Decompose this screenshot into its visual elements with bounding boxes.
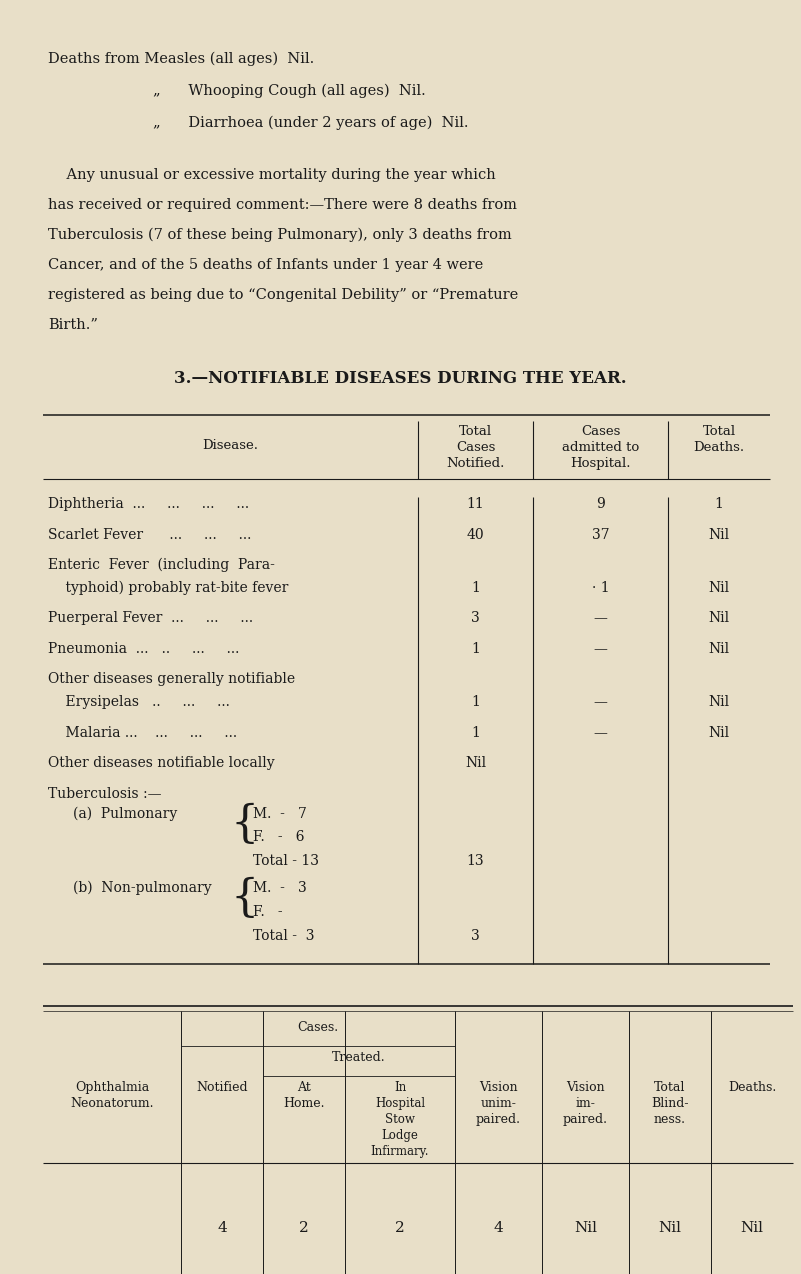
Text: Any unusual or excessive mortality during the year which: Any unusual or excessive mortality durin… <box>48 168 496 182</box>
Text: —: — <box>594 612 607 626</box>
Text: Birth.”: Birth.” <box>48 318 98 333</box>
Text: Total - 13: Total - 13 <box>253 854 319 868</box>
Text: F.   -: F. - <box>253 905 283 919</box>
Text: 9: 9 <box>596 497 605 511</box>
Text: —: — <box>594 642 607 656</box>
Text: 11: 11 <box>467 497 485 511</box>
Text: Deaths.: Deaths. <box>728 1080 776 1093</box>
Text: {: { <box>231 877 260 920</box>
Text: 4: 4 <box>217 1220 227 1235</box>
Text: 3: 3 <box>471 612 480 626</box>
Text: M.  -   3: M. - 3 <box>253 882 307 896</box>
Text: Other diseases notifiable locally: Other diseases notifiable locally <box>48 757 275 771</box>
Text: Other diseases generally notifiable: Other diseases generally notifiable <box>48 673 295 687</box>
Text: —: — <box>594 726 607 740</box>
Text: has received or required comment:—There were 8 deaths from: has received or required comment:—There … <box>48 197 517 211</box>
Text: 1: 1 <box>471 726 480 740</box>
Text: Deaths from Measles (all ages)  Nil.: Deaths from Measles (all ages) Nil. <box>48 52 314 66</box>
Text: Nil: Nil <box>708 527 730 541</box>
Text: Nil: Nil <box>740 1220 763 1235</box>
Text: 40: 40 <box>467 527 485 541</box>
Text: „      Diarrhoea (under 2 years of age)  Nil.: „ Diarrhoea (under 2 years of age) Nil. <box>153 116 469 130</box>
Text: Nil: Nil <box>708 726 730 740</box>
Text: „      Whooping Cough (all ages)  Nil.: „ Whooping Cough (all ages) Nil. <box>153 84 426 98</box>
Text: 13: 13 <box>467 854 485 868</box>
Text: (a)  Pulmonary: (a) Pulmonary <box>73 806 177 820</box>
Text: Nil: Nil <box>708 612 730 626</box>
Text: 3.—NOTIFIABLE DISEASES DURING THE YEAR.: 3.—NOTIFIABLE DISEASES DURING THE YEAR. <box>174 369 627 387</box>
Text: Pneumonia  ...   ..     ...     ...: Pneumonia ... .. ... ... <box>48 642 239 656</box>
Text: F.   -   6: F. - 6 <box>253 831 304 845</box>
Text: Total
Cases
Notified.: Total Cases Notified. <box>446 426 505 470</box>
Text: Tuberculosis (7 of these being Pulmonary), only 3 deaths from: Tuberculosis (7 of these being Pulmonary… <box>48 228 512 242</box>
Text: Nil: Nil <box>708 581 730 595</box>
Text: Tuberculosis :—: Tuberculosis :— <box>48 787 162 801</box>
Text: registered as being due to “Congenital Debility” or “Premature: registered as being due to “Congenital D… <box>48 288 518 302</box>
Text: Ophthalmia
Neonatorum.: Ophthalmia Neonatorum. <box>70 1080 154 1110</box>
Text: Total
Deaths.: Total Deaths. <box>694 426 745 454</box>
Text: · 1: · 1 <box>592 581 610 595</box>
Text: Nil: Nil <box>574 1220 597 1235</box>
Text: Total
Blind-
ness.: Total Blind- ness. <box>651 1080 689 1126</box>
Text: Vision
unim-
paired.: Vision unim- paired. <box>476 1080 521 1126</box>
Text: 37: 37 <box>592 527 610 541</box>
Text: 2: 2 <box>395 1220 405 1235</box>
Text: 1: 1 <box>471 696 480 710</box>
Text: In
Hospital
Stow
Lodge
Infirmary.: In Hospital Stow Lodge Infirmary. <box>371 1080 429 1158</box>
Text: 1: 1 <box>471 581 480 595</box>
Text: Enteric  Fever  (including  Para-: Enteric Fever (including Para- <box>48 558 275 572</box>
Text: Nil: Nil <box>708 696 730 710</box>
Text: Nil: Nil <box>658 1220 682 1235</box>
Text: Cases.: Cases. <box>297 1020 339 1033</box>
Text: Diphtheria  ...     ...     ...     ...: Diphtheria ... ... ... ... <box>48 497 249 511</box>
Text: (b)  Non-pulmonary: (b) Non-pulmonary <box>73 882 211 896</box>
Text: Nil: Nil <box>465 757 486 771</box>
Text: 2: 2 <box>299 1220 309 1235</box>
Text: Malaria ...    ...     ...     ...: Malaria ... ... ... ... <box>48 726 237 740</box>
Text: 4: 4 <box>493 1220 503 1235</box>
Text: Disease.: Disease. <box>203 440 259 452</box>
Text: {: { <box>231 803 260 846</box>
Text: Cancer, and of the 5 deaths of Infants under 1 year 4 were: Cancer, and of the 5 deaths of Infants u… <box>48 259 483 273</box>
Text: 1: 1 <box>714 497 723 511</box>
Text: Scarlet Fever      ...     ...     ...: Scarlet Fever ... ... ... <box>48 527 252 541</box>
Text: Notified: Notified <box>196 1080 248 1093</box>
Text: Vision
im-
paired.: Vision im- paired. <box>563 1080 608 1126</box>
Text: typhoid) probably rat-bite fever: typhoid) probably rat-bite fever <box>48 581 288 595</box>
Text: —: — <box>594 696 607 710</box>
Text: Erysipelas   ..     ...     ...: Erysipelas .. ... ... <box>48 696 230 710</box>
Text: Cases
admitted to
Hospital.: Cases admitted to Hospital. <box>562 426 639 470</box>
Text: At
Home.: At Home. <box>284 1080 324 1110</box>
Text: Treated.: Treated. <box>332 1051 386 1064</box>
Text: M.  -   7: M. - 7 <box>253 806 307 820</box>
Text: Nil: Nil <box>708 642 730 656</box>
Text: Total -  3: Total - 3 <box>253 929 315 943</box>
Text: Puerperal Fever  ...     ...     ...: Puerperal Fever ... ... ... <box>48 612 253 626</box>
Text: 1: 1 <box>471 642 480 656</box>
Text: 3: 3 <box>471 929 480 943</box>
